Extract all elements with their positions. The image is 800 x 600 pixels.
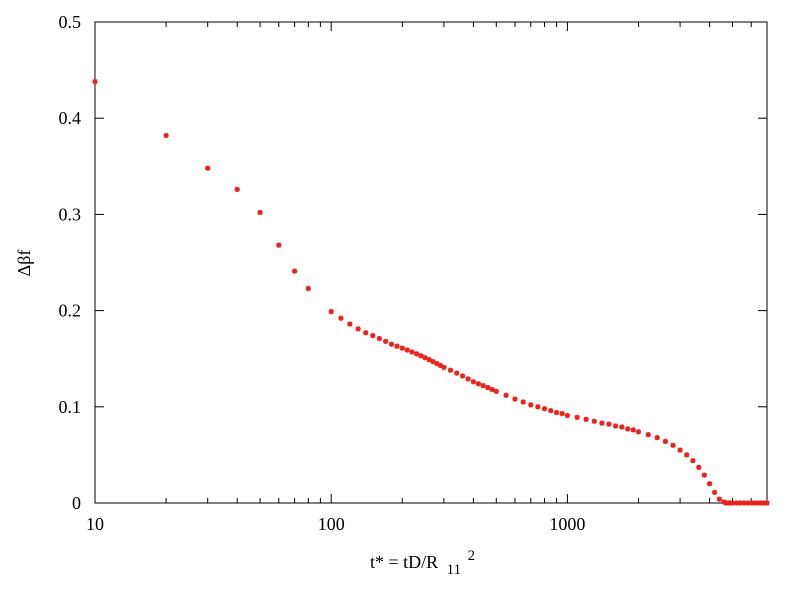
data-point [625, 426, 631, 432]
x-axis-label-subscript: 11 [447, 562, 461, 578]
y-tick-label: 0.3 [59, 204, 82, 224]
data-point [404, 347, 410, 353]
data-point [257, 209, 263, 216]
data-point [535, 404, 541, 410]
data-point [328, 308, 334, 315]
data-point [292, 268, 298, 274]
data-point [430, 358, 436, 365]
data-point [485, 384, 491, 391]
data-point [470, 379, 476, 385]
data-point [276, 242, 282, 248]
data-point [559, 410, 565, 417]
data-point [574, 414, 580, 420]
y-tick-label: 0 [72, 493, 81, 513]
data-point [489, 386, 495, 393]
data-point [654, 434, 660, 441]
data-point [701, 472, 707, 478]
data-point [383, 338, 389, 344]
data-point [512, 396, 518, 402]
x-axis-label: t* = tD/R 11 2 [370, 548, 475, 578]
data-point [493, 388, 499, 395]
data-point [635, 429, 642, 435]
data-point [441, 364, 447, 370]
data-point [347, 321, 353, 327]
data-point [553, 409, 560, 416]
data-point [548, 408, 554, 414]
data-point [606, 421, 612, 427]
axis-ticks [94, 21, 768, 504]
y-tick-label: 0.5 [59, 12, 82, 32]
y-tick-label: 0.1 [59, 397, 82, 417]
data-point [454, 370, 460, 376]
data-point [696, 464, 702, 471]
data-point [422, 355, 428, 361]
data-point [480, 383, 486, 389]
data-point [764, 500, 770, 506]
data-point [409, 349, 415, 355]
data-point [376, 335, 383, 342]
x-axis-label-superscript: 2 [468, 548, 476, 564]
data-point [684, 452, 690, 458]
data-point [205, 165, 211, 171]
data-point [528, 402, 534, 408]
data-point [399, 345, 405, 351]
data-point [712, 489, 718, 496]
data-point [355, 326, 361, 332]
data-points [92, 79, 770, 506]
data-point [418, 353, 424, 359]
x-tick-label: 100 [318, 514, 345, 534]
data-point [388, 341, 395, 347]
y-tick-label: 0.4 [59, 108, 82, 128]
data-point [465, 376, 471, 382]
data-point [503, 392, 509, 398]
data-point [447, 367, 454, 373]
x-tick-label: 1000 [549, 514, 585, 534]
data-point [520, 399, 526, 405]
data-point [414, 351, 420, 357]
x-axis-label-main: t* = tD/R [370, 552, 438, 572]
data-point [394, 343, 400, 349]
data-point [92, 79, 98, 85]
data-point [163, 132, 169, 139]
data-point [706, 481, 713, 487]
data-point [599, 420, 605, 426]
plot-frame [94, 21, 768, 504]
data-point [363, 330, 369, 336]
data-point [716, 496, 722, 502]
data-point [370, 333, 376, 339]
data-point [338, 315, 344, 321]
data-point [690, 458, 696, 464]
data-point [541, 406, 548, 412]
data-point [670, 442, 676, 448]
data-point [619, 424, 625, 430]
data-point [591, 418, 597, 424]
data-point [645, 432, 651, 438]
x-tick-label: 10 [86, 514, 104, 534]
data-point [662, 438, 669, 445]
data-point [475, 381, 482, 387]
data-point [234, 186, 240, 192]
data-point [583, 416, 589, 422]
data-point [564, 412, 570, 419]
data-point [305, 285, 311, 292]
data-point [677, 447, 683, 453]
data-point [630, 427, 636, 433]
y-axis-label: Δβf [14, 250, 34, 277]
data-point [613, 423, 619, 429]
axis-tick-labels: 0 0.1 0.2 0.3 0.4 0.5 10 100 1000 [59, 12, 586, 534]
y-tick-label: 0.2 [59, 301, 82, 321]
data-point [459, 373, 466, 379]
